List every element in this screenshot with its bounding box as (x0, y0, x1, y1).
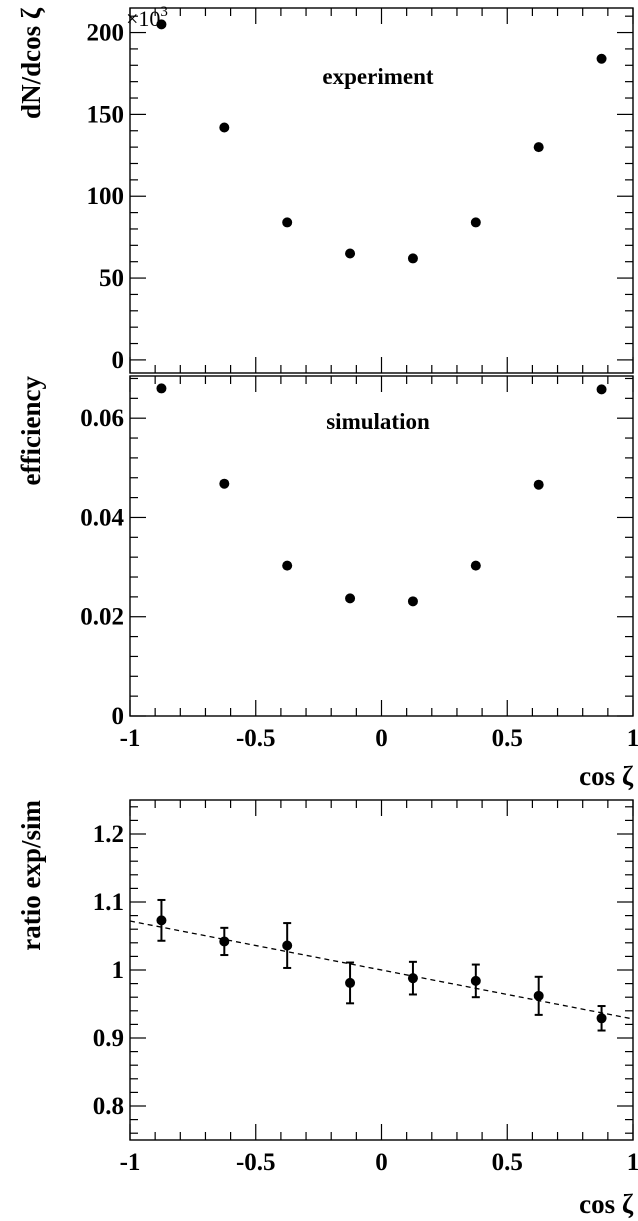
panel-simulation: 0 0.02 0.04 0.06 -1 -0.5 0 0.5 1 simulation effi… (16, 375, 638, 791)
panel-ratio-points (156, 898, 607, 1032)
y-multiplier: ×103 (126, 4, 168, 31)
data-point (219, 936, 230, 947)
y-tick-label: 200 (87, 20, 125, 47)
data-point (282, 217, 293, 228)
y-tick-label: 1.2 (93, 821, 124, 848)
y-tick-label: 1 (112, 957, 125, 984)
x-tick-label: 0 (375, 1149, 388, 1176)
panel-experiment: 0 50 100 150 200 experiment ×103 dN/dcos ζ (16, 4, 634, 374)
y-tick-label: 100 (87, 183, 125, 210)
data-point (219, 478, 230, 489)
y-tick-label: 0.06 (80, 405, 124, 432)
y-tick-label: 0.04 (80, 504, 124, 531)
data-point (156, 383, 167, 394)
y-tick-label: 0.8 (93, 1093, 124, 1120)
data-point (596, 384, 607, 395)
panel-ratio: 0.8 0.9 1 1.1 1.2 -1 -0.5 0 0.5 1 ratio exp/sim c… (16, 799, 638, 1219)
panel-simulation-axes: 0 0.02 0.04 0.06 -1 -0.5 0 0.5 1 (80, 375, 638, 752)
y-tick-label: 0.9 (93, 1025, 124, 1052)
data-point (470, 975, 481, 986)
fit-line (129, 920, 634, 1020)
y-tick-label: 0.02 (80, 604, 124, 631)
data-point (282, 560, 293, 571)
panel-simulation-points (156, 383, 607, 607)
x-tick-label: -1 (120, 725, 141, 752)
x-tick-label: 0 (375, 725, 388, 752)
panel-experiment-points (156, 19, 607, 264)
data-point (407, 596, 418, 607)
x-tick-label: 0.5 (492, 725, 523, 752)
data-point (533, 990, 544, 1001)
x-tick-label: -0.5 (236, 725, 276, 752)
panel-ratio-xlabel: cos ζ (579, 1189, 634, 1219)
y-tick-label: 0 (112, 347, 125, 374)
data-point (345, 593, 356, 604)
x-tick-label: -0.5 (236, 1149, 276, 1176)
data-point (345, 248, 356, 259)
simulation-label: simulation (326, 409, 430, 434)
data-point (470, 217, 481, 228)
x-tick-label: 0.5 (492, 1149, 523, 1176)
data-point (156, 19, 167, 30)
y-tick-label: 50 (99, 265, 124, 292)
y-tick-label: 1.1 (93, 889, 124, 916)
x-tick-label: 1 (627, 1149, 638, 1176)
data-point (345, 977, 356, 988)
data-point (533, 479, 544, 490)
data-point (470, 560, 481, 571)
y-tick-label: 150 (87, 101, 125, 128)
panel-simulation-xlabel: cos ζ (579, 761, 634, 791)
data-point (596, 1013, 607, 1024)
experiment-label: experiment (322, 64, 433, 89)
panel-ratio-ylabel: ratio exp/sim (16, 799, 46, 950)
data-point (407, 973, 418, 984)
data-point (156, 915, 167, 926)
data-point (282, 940, 293, 951)
plot-frame (129, 7, 634, 374)
panel-simulation-ylabel: efficiency (16, 376, 46, 486)
y-tick-label: 0 (112, 703, 125, 730)
x-tick-label: -1 (120, 1149, 141, 1176)
data-point (533, 142, 544, 153)
panel-experiment-ylabel: dN/dcos ζ (16, 7, 46, 119)
panel-ratio-axes: 0.8 0.9 1 1.1 1.2 -1 -0.5 0 0.5 1 (93, 799, 638, 1176)
data-point (219, 122, 230, 133)
data-point (596, 53, 607, 64)
data-point (407, 253, 418, 264)
x-tick-label: 1 (627, 725, 638, 752)
panel-experiment-axes: 0 50 100 150 200 (87, 7, 634, 374)
